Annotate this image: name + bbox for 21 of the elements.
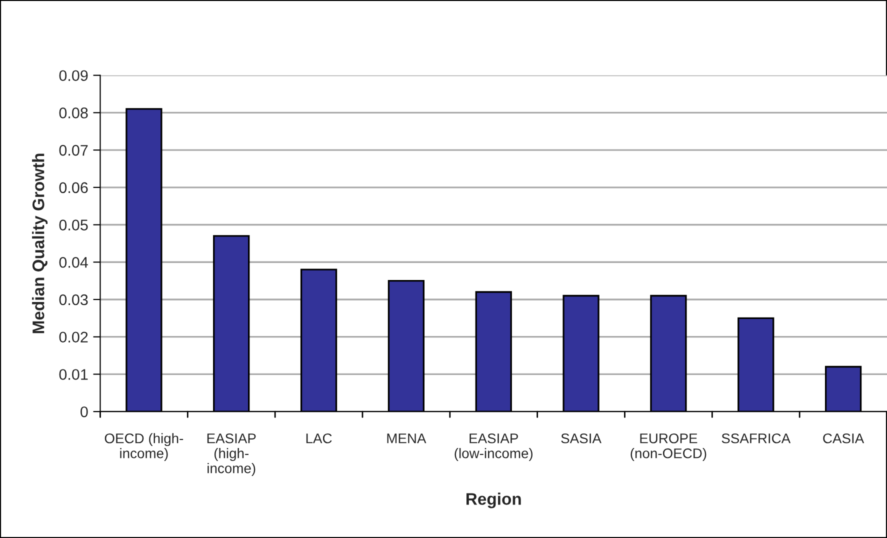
- x-tick-label: SSAFRICA: [722, 433, 791, 444]
- y-axis-title: Median Quality Growth: [32, 154, 48, 334]
- x-tick-label: CASIA: [823, 433, 864, 444]
- x-tick-label: LAC: [306, 433, 332, 444]
- x-tick-label: EASIAP (high- income): [207, 433, 256, 476]
- y-tick-label: 0.05: [59, 220, 88, 230]
- y-tick-label: 0: [80, 406, 88, 418]
- y-tick-label: 0.02: [59, 332, 88, 343]
- x-tick-label: OECD (high- income): [104, 433, 184, 461]
- x-tick-label: EUROPE (non-OECD): [630, 433, 706, 461]
- y-tick-label: 0.04: [59, 256, 88, 268]
- x-tick-label: EASIAP (low-income): [454, 433, 532, 461]
- y-tick-label: 0.03: [59, 294, 88, 306]
- x-tick-label: MENA: [387, 434, 426, 444]
- y-tick-label: 0.06: [59, 182, 88, 194]
- x-axis-title: Region: [466, 492, 521, 508]
- y-tick-label: 0.07: [59, 144, 88, 156]
- y-tick-label: 0.01: [59, 369, 88, 380]
- y-tick-label: 0.09: [59, 70, 88, 82]
- x-tick-label: SASIA: [561, 433, 602, 444]
- y-tick-label: 0.08: [59, 108, 88, 118]
